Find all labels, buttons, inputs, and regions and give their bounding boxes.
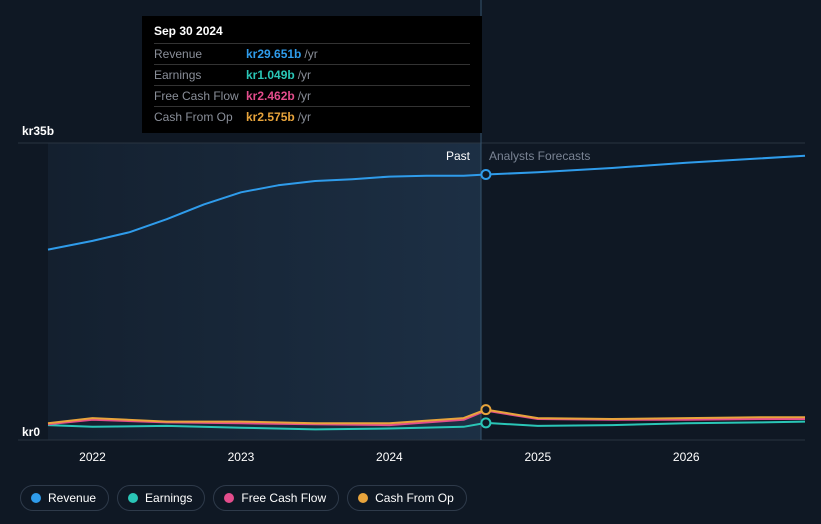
tooltip-metric-label: Revenue [154,47,246,61]
tooltip-row: Revenuekr29.651b/yr [154,43,470,64]
x-tick: 2025 [524,450,551,464]
legend-label: Free Cash Flow [241,491,326,505]
legend-swatch-icon [31,493,41,503]
x-tick: 2026 [673,450,700,464]
x-tick: 2023 [228,450,255,464]
legend-label: Earnings [145,491,192,505]
tooltip-metric-value: kr2.575b [246,110,295,124]
section-label-past: Past [446,149,470,163]
legend-label: Cash From Op [375,491,454,505]
highlight-marker-earnings [481,418,490,427]
marker-group [481,170,490,427]
highlight-marker-cfo [481,405,490,414]
tooltip-date: Sep 30 2024 [154,24,470,38]
tooltip-metric-label: Free Cash Flow [154,89,246,103]
tooltip-metric-value: kr1.049b [246,68,295,82]
tooltip-metric-value: kr2.462b [246,89,295,103]
tooltip-metric-unit: /yr [298,68,311,82]
legend-label: Revenue [48,491,96,505]
hover-tooltip: Sep 30 2024 Revenuekr29.651b/yrEarningsk… [142,16,482,133]
legend-item[interactable]: Revenue [20,485,109,511]
tooltip-metric-unit: /yr [298,110,311,124]
tooltip-row: Free Cash Flowkr2.462b/yr [154,85,470,106]
legend-item[interactable]: Free Cash Flow [213,485,339,511]
legend-swatch-icon [358,493,368,503]
y-axis-max-label: kr35b [22,124,54,138]
section-label-forecast: Analysts Forecasts [489,149,590,163]
tooltip-metric-label: Cash From Op [154,110,246,124]
x-tick: 2024 [376,450,403,464]
legend: Revenue Earnings Free Cash Flow Cash From O… [20,485,467,511]
y-axis-min-label: kr0 [22,425,40,439]
legend-item[interactable]: Earnings [117,485,205,511]
legend-item[interactable]: Cash From Op [347,485,467,511]
legend-swatch-icon [224,493,234,503]
tooltip-row: Earningskr1.049b/yr [154,64,470,85]
highlight-marker-revenue [481,170,490,179]
legend-swatch-icon [128,493,138,503]
tooltip-metric-value: kr29.651b [246,47,301,61]
tooltip-metric-unit: /yr [298,89,311,103]
tooltip-metric-label: Earnings [154,68,246,82]
chart-container: kr35b kr0 Past Analysts Forecasts 2022 20… [0,0,821,524]
tooltip-row: Cash From Opkr2.575b/yr [154,106,470,127]
tooltip-metric-unit: /yr [304,47,317,61]
x-tick: 2022 [79,450,106,464]
